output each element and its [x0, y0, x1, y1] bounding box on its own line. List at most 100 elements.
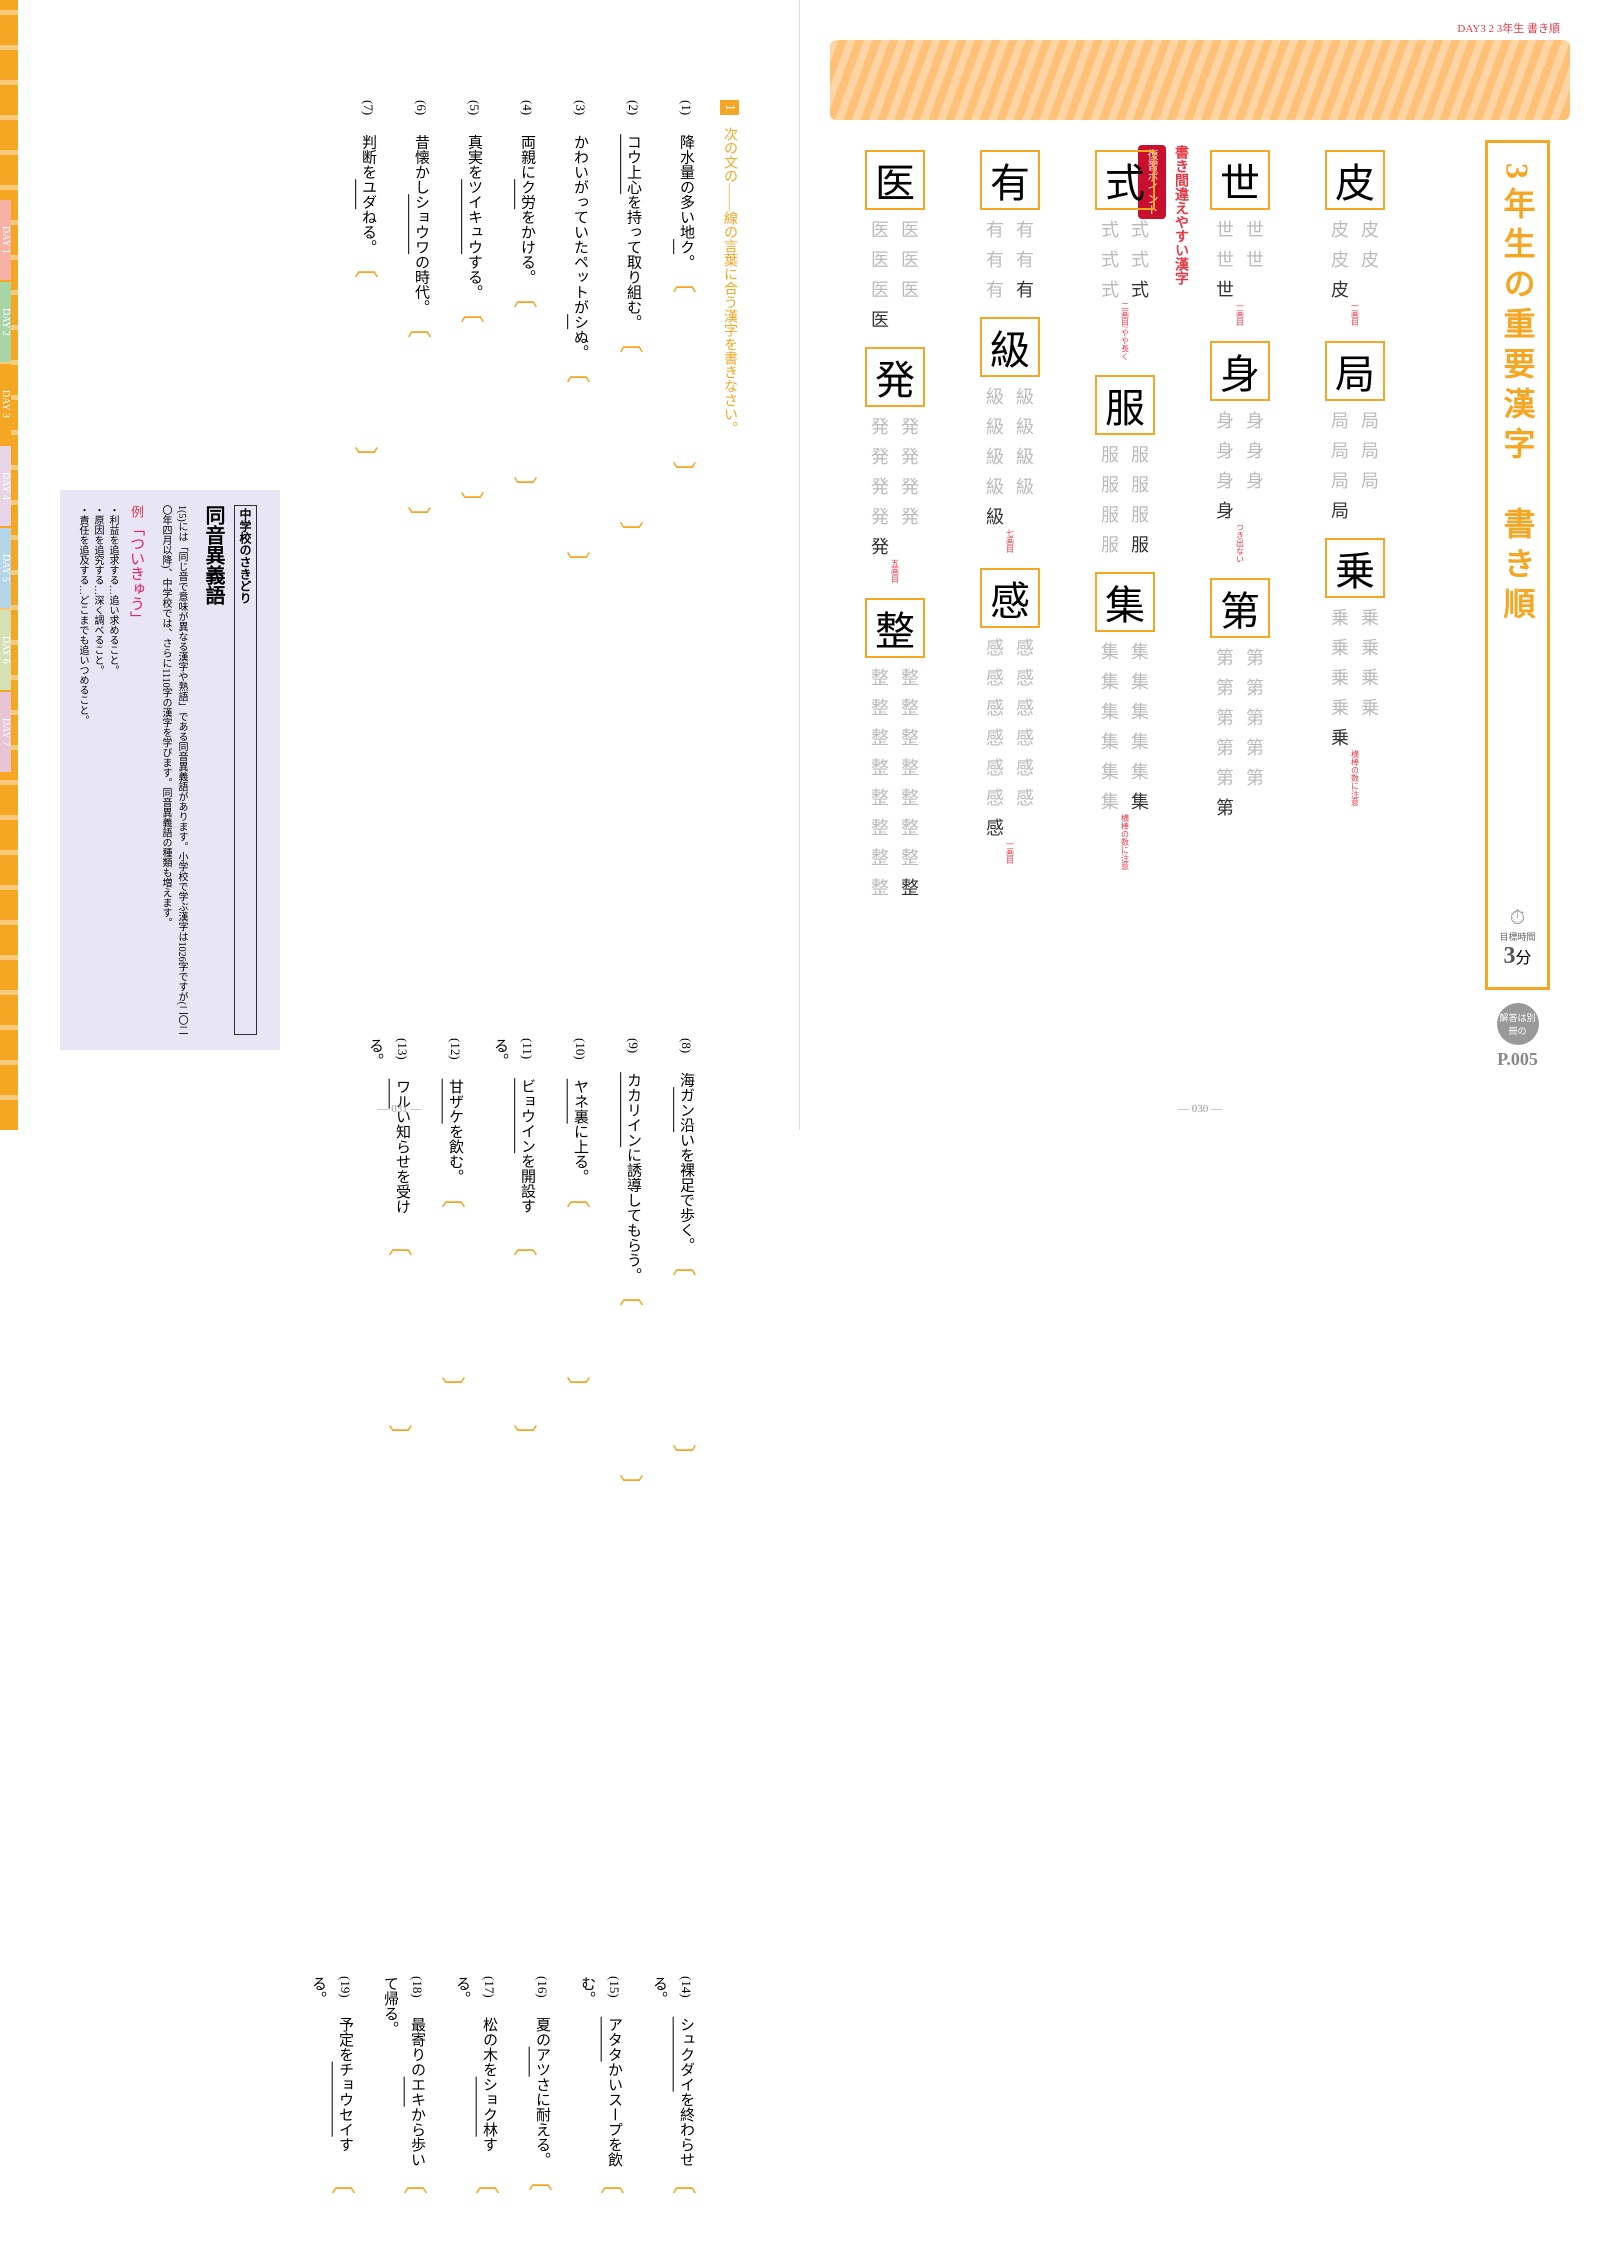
answer-bracket: 〔 〕: [558, 359, 593, 615]
stroke-cell: 発: [867, 533, 893, 559]
day-tab-6: DAY 6: [0, 610, 11, 690]
exercise-item: (15) アタタかいスープを飲む。〔 〕: [573, 1976, 627, 2260]
breadcrumb: DAY3 2 3年生 書き順: [1457, 20, 1560, 36]
kanji-note: つき出ない: [1235, 523, 1246, 563]
stroke-cell: 局: [1327, 497, 1353, 523]
exercise-item: (1) 降水量の多い地ク。〔 〕: [664, 100, 699, 1020]
stroke-cell: 皮: [1357, 246, 1383, 272]
stroke-cell: 整: [867, 874, 893, 900]
kanji-big: 式: [1095, 150, 1155, 210]
stroke-cell: 級: [1012, 473, 1038, 499]
section-instruction: 次の文の――線の言葉に合う漢字を書きなさい。: [722, 127, 737, 435]
exercise-number: (19): [338, 1976, 353, 2011]
page-number-left: — 031 —: [378, 1103, 422, 1115]
stroke-cell: 感: [982, 814, 1008, 840]
kanji-grid: 皮皮皮皮皮皮一画目局局局局局局局局乗乗乗乗乗乗乗乗乗乗横棒の数に注意世世世世世世…: [850, 150, 1400, 1010]
exercise-number: (12): [448, 1038, 463, 1073]
stroke-cell: 第: [1242, 674, 1268, 700]
exercise-item: (4) 両親にク労をかける。〔 〕: [505, 100, 540, 1020]
underlined-word: ビョウイン: [519, 1078, 535, 1153]
stroke-cell: 身: [1242, 467, 1268, 493]
day-tab-4: DAY 4: [0, 446, 11, 526]
answer-bracket: 〔 〕: [558, 1184, 593, 1440]
stroke-cell: 式: [1097, 246, 1123, 272]
answer-bracket: 〔 〕: [645, 2170, 699, 2260]
stroke-cell: 整: [897, 694, 923, 720]
stroke-cell: 有: [982, 276, 1008, 302]
stroke-cell: 感: [1012, 694, 1038, 720]
stroke-cell: 感: [982, 664, 1008, 690]
stroke-cell: 医: [867, 246, 893, 272]
time-label: 目標時間: [1490, 930, 1545, 943]
kanji-big: 第: [1210, 578, 1270, 638]
stroke-cell: 第: [1212, 644, 1238, 670]
stroke-cell: 整: [867, 814, 893, 840]
stroke-cell: 局: [1357, 437, 1383, 463]
stroke-cell: 皮: [1357, 216, 1383, 242]
kanji-entry: 式式式式式式式二画目/やや長く: [1080, 150, 1170, 360]
exercise-number: (11): [520, 1038, 535, 1072]
stroke-cell: 乗: [1357, 694, 1383, 720]
stroke-cell: 整: [897, 874, 923, 900]
stroke-cell: 集: [1127, 788, 1153, 814]
answer-badge: 解答は別冊の P.005: [1490, 1003, 1545, 1070]
stroke-cell: 発: [867, 473, 893, 499]
kanji-big: 集: [1095, 572, 1155, 632]
stroke-cell: 身: [1212, 467, 1238, 493]
sakidori-box: 中学校のさきどり 同音異義語 1(5)には「同じ音で意味が異なる漢字や熟語」であ…: [60, 490, 280, 1050]
stroke-cell: 集: [1127, 728, 1153, 754]
stroke-cell: 整: [867, 784, 893, 810]
rei-label: 例: [129, 505, 144, 518]
stroke-cell: 局: [1357, 467, 1383, 493]
stroke-cell: 集: [1097, 758, 1123, 784]
stroke-cell: 集: [1097, 788, 1123, 814]
stroke-cell: 感: [1012, 724, 1038, 750]
exercise-number: (9): [626, 1038, 641, 1066]
exercise-number: (7): [361, 100, 376, 128]
section-number: 1: [720, 100, 739, 115]
kanji-note: 一画目: [1350, 302, 1361, 326]
stroke-cell: 感: [1012, 754, 1038, 780]
stroke-cell: 感: [982, 634, 1008, 660]
stroke-cell: 級: [1012, 383, 1038, 409]
stroke-cell: 医: [897, 276, 923, 302]
kanji-big: 発: [865, 347, 925, 407]
stroke-cell: 整: [867, 844, 893, 870]
stroke-cell: 世: [1212, 246, 1238, 272]
title-bar: 3年生の重要漢字 書き順: [1485, 140, 1550, 990]
kanji-entry: 整整整整整整整整整整整整整整整整整: [850, 598, 940, 900]
day-tab-3: DAY 3: [0, 364, 11, 444]
kanji-entry: 世世世世世世一画目: [1195, 150, 1285, 326]
kanji-note: 七画目: [1005, 529, 1016, 553]
exercise-item: (2) コウ上心を持って取り組む。〔 〕: [611, 100, 646, 1020]
stroke-cell: 世: [1212, 276, 1238, 302]
stroke-cell: 有: [1012, 246, 1038, 272]
exercise-number: (14): [679, 1976, 694, 2011]
stroke-cell: 服: [1127, 531, 1153, 557]
underlined-word: アタタ: [606, 2017, 622, 2062]
stroke-cell: 皮: [1327, 246, 1353, 272]
exercise-list: (1) 降水量の多い地ク。〔 〕(2) コウ上心を持って取り組む。〔 〕(3) …: [300, 100, 699, 1020]
exercise-item: (16) 夏のアツさに耐える。〔 〕: [520, 1976, 555, 2260]
stroke-cell: 乗: [1357, 604, 1383, 630]
stroke-cell: 世: [1212, 216, 1238, 242]
answer-bracket: 〔 〕: [361, 1232, 415, 1488]
stroke-cell: 第: [1212, 704, 1238, 730]
exercise-item: (19) 予定をチョウセイする。〔 〕: [304, 1976, 358, 2260]
stroke-cell: 服: [1127, 471, 1153, 497]
answer-bracket: 〔 〕: [346, 254, 381, 510]
stroke-cell: 発: [867, 503, 893, 529]
exercise-number: (18): [410, 1976, 425, 2011]
stroke-cell: 有: [1012, 216, 1038, 242]
answer-bracket: 〔 〕: [611, 1282, 646, 1538]
kanji-big: 服: [1095, 375, 1155, 435]
underlined-word: ク労: [519, 179, 535, 209]
stroke-cell: 医: [867, 216, 893, 242]
stroke-cell: 身: [1212, 437, 1238, 463]
kanji-entry: 服服服服服服服服服: [1080, 375, 1170, 557]
stroke-cell: 医: [897, 246, 923, 272]
underlined-word: 甘ザケ: [447, 1079, 463, 1124]
stroke-cell: 発: [897, 413, 923, 439]
stroke-cell: 発: [897, 503, 923, 529]
stroke-cell: 式: [1127, 276, 1153, 302]
